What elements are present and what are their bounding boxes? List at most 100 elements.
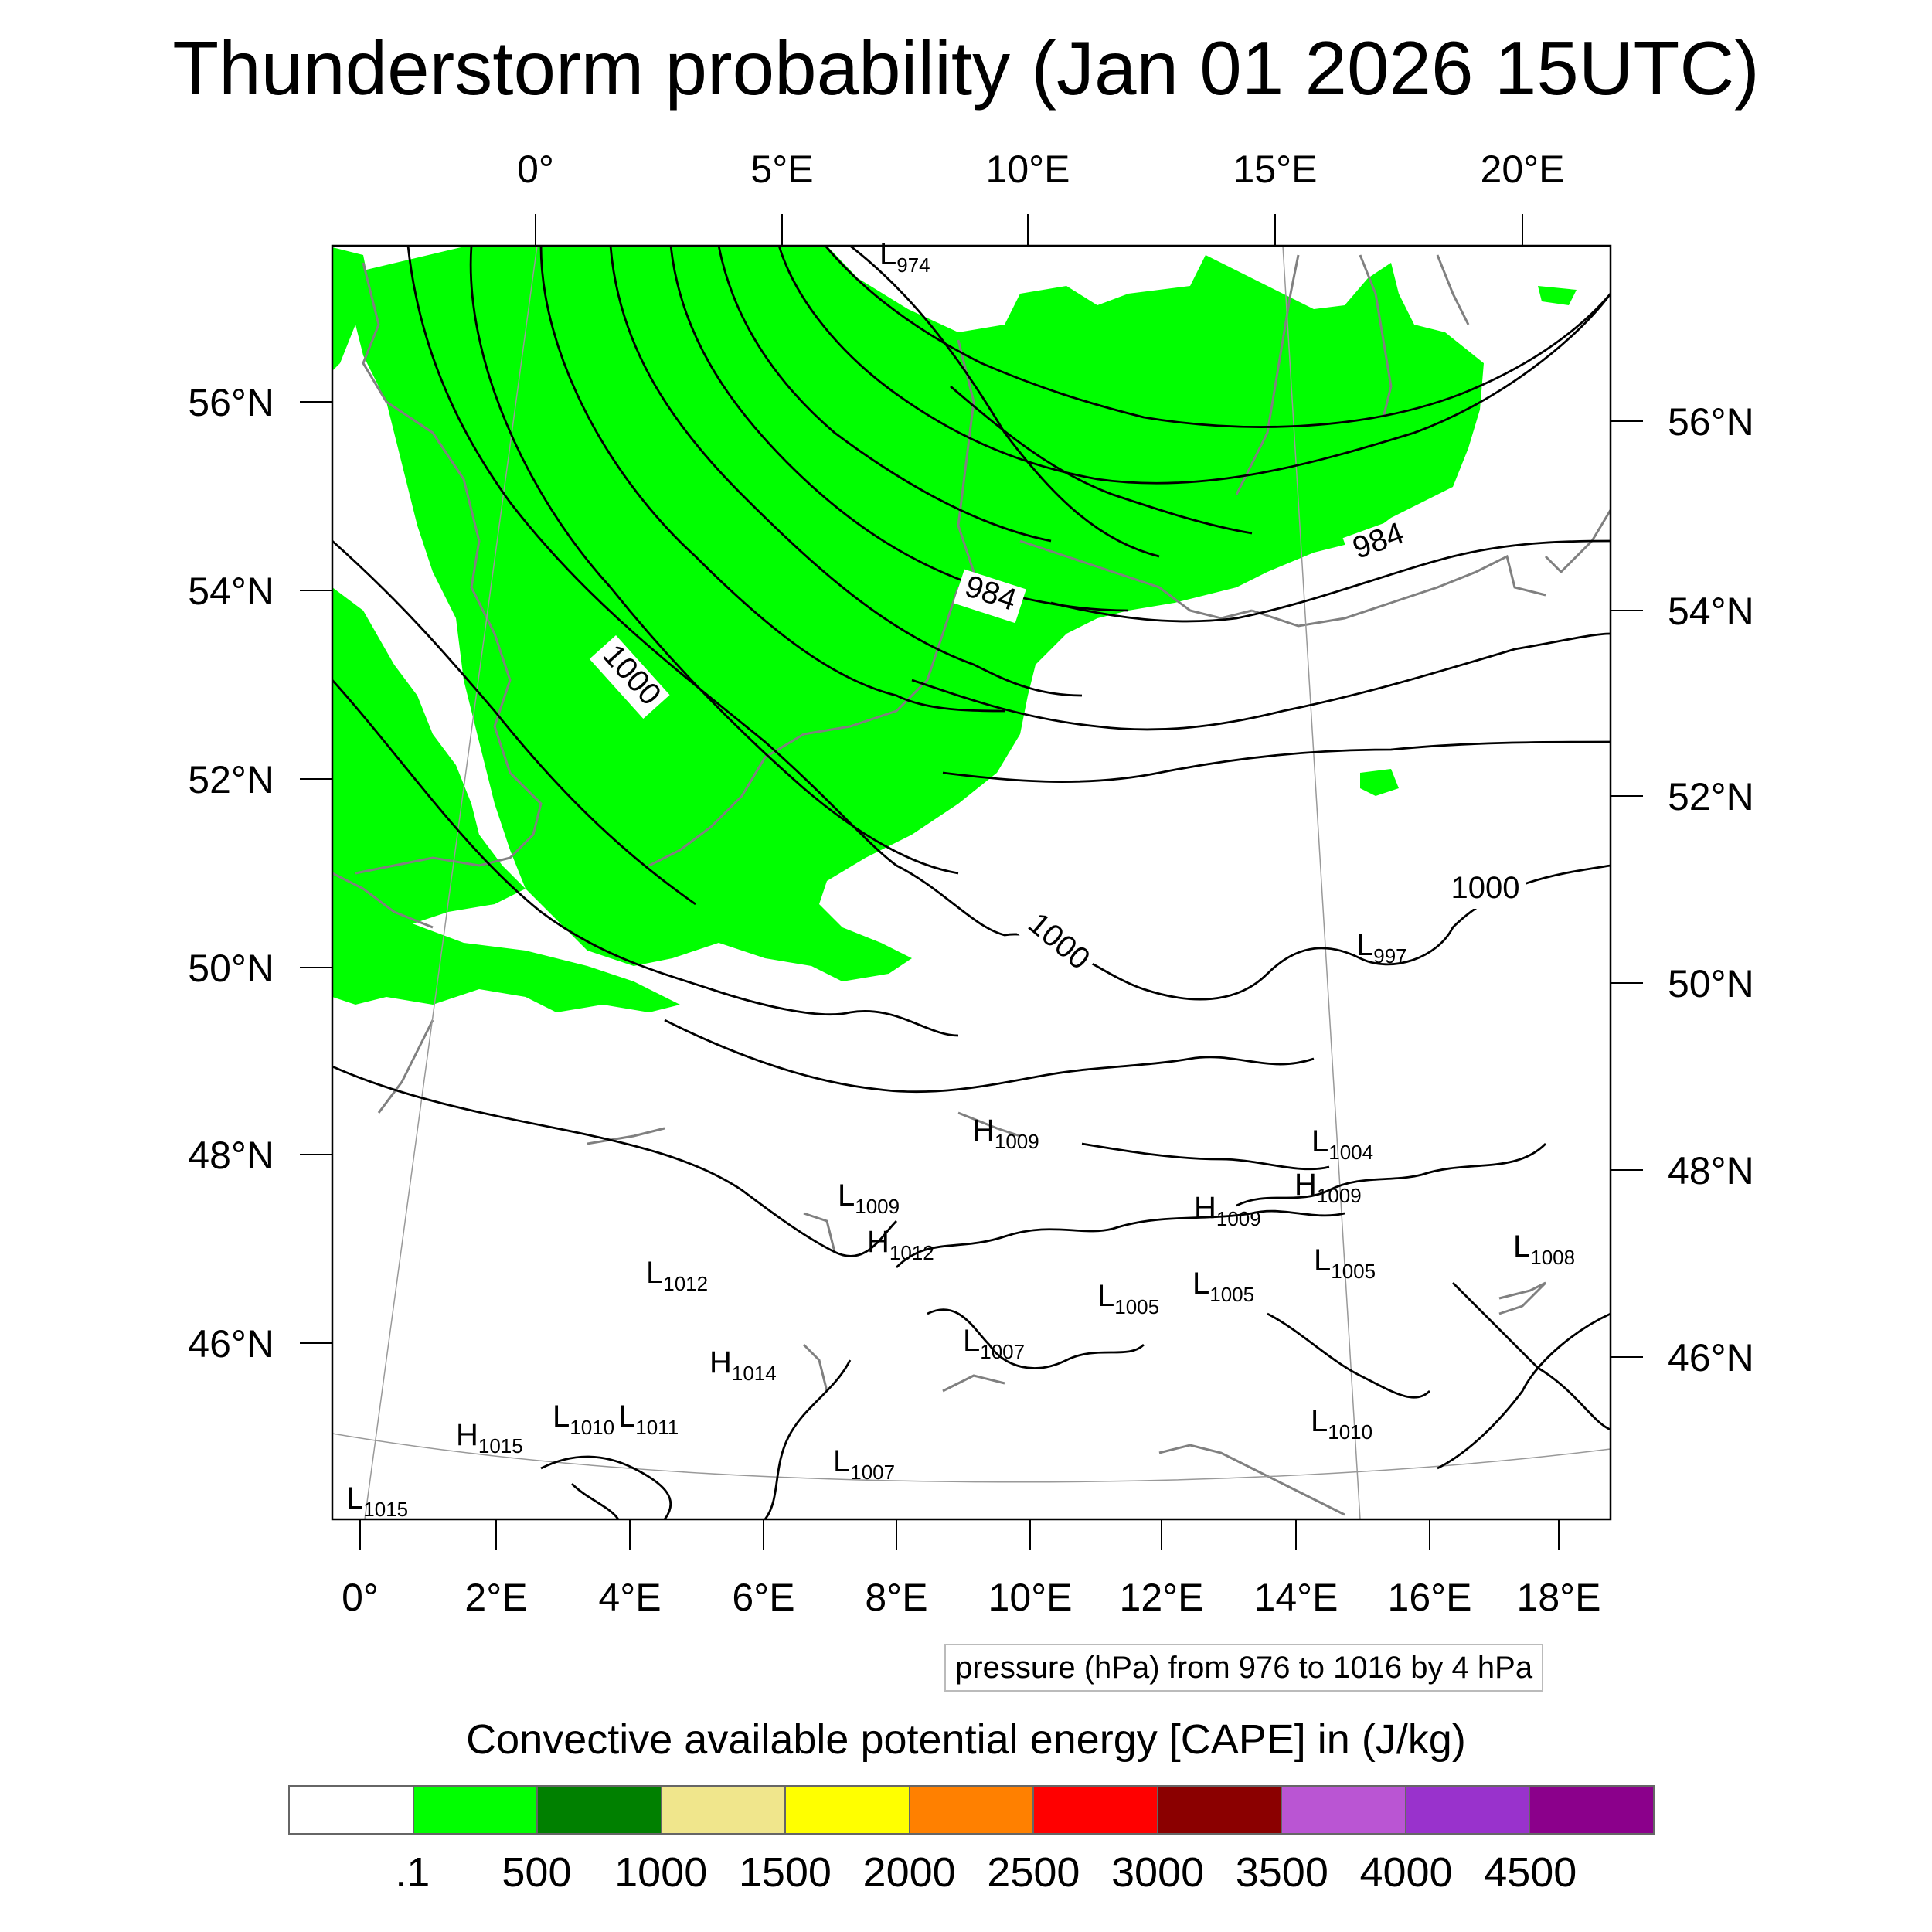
center-value: 1007	[980, 1340, 1025, 1363]
colorbar-label: .1	[395, 1849, 430, 1896]
center-letter: L	[553, 1400, 570, 1434]
colorbar-label: 3000	[1111, 1849, 1205, 1896]
cape-area-main	[352, 246, 1484, 981]
lon-label-top: 15°E	[1233, 148, 1318, 191]
cape-area-channel	[332, 912, 680, 1012]
center-letter: L	[1311, 1404, 1328, 1438]
center-letter: H	[709, 1345, 732, 1379]
pressure-center: L1005	[1314, 1243, 1376, 1283]
center-letter: L	[1356, 928, 1373, 962]
colorbar-box	[1529, 1787, 1654, 1833]
lon-label-top: 0°	[517, 148, 554, 191]
map-frame	[331, 244, 1612, 1521]
lat-labels-right: 56°N 54°N 52°N 50°N 48°N 46°N	[1668, 400, 1754, 1379]
pressure-note: pressure (hPa) from 976 to 1016 by 4 hPa	[944, 1644, 1544, 1692]
center-value: 1010	[1328, 1420, 1372, 1444]
center-value: 1011	[635, 1416, 679, 1439]
center-letter: H	[867, 1225, 889, 1259]
center-value: 997	[1373, 944, 1406, 968]
lat-label-right: 54°N	[1668, 590, 1754, 633]
lat-label-left: 56°N	[188, 381, 274, 424]
center-value: 1010	[570, 1416, 614, 1439]
lon-labels-top: 0° 5°E 10°E 15°E 20°E	[517, 148, 1564, 191]
center-value: 1008	[1530, 1246, 1575, 1269]
pressure-center: H1009	[1194, 1191, 1261, 1230]
colorbar-label: 4000	[1359, 1849, 1453, 1896]
cape-area-baltic-patch	[1538, 286, 1577, 305]
lat-label-left: 48°N	[188, 1134, 274, 1177]
lon-label-bottom: 10°E	[988, 1576, 1073, 1619]
cape-area-east-patch	[1360, 769, 1399, 796]
center-letter: L	[1192, 1267, 1209, 1301]
lat-label-left: 46°N	[188, 1322, 274, 1366]
lon-label-top: 5°E	[750, 148, 813, 191]
lon-label-bottom: 6°E	[732, 1576, 794, 1619]
center-letter: L	[646, 1256, 663, 1290]
coastlines	[332, 254, 1611, 1516]
lat-label-right: 46°N	[1668, 1336, 1754, 1379]
center-value: 1004	[1328, 1141, 1373, 1164]
colorbar-box	[1032, 1787, 1157, 1833]
lat-label-right: 56°N	[1668, 400, 1754, 444]
pressure-center: L1009	[838, 1179, 900, 1218]
lon-label-bottom: 2°E	[464, 1576, 527, 1619]
isobars	[332, 246, 1611, 1519]
lon-labels-bottom: 0° 2°E 4°E 6°E 8°E 10°E 12°E 14°E 16°E 1…	[342, 1576, 1600, 1619]
lon-label-bottom: 14°E	[1254, 1576, 1338, 1619]
center-value: 1005	[1114, 1295, 1159, 1318]
center-value: 1005	[1209, 1283, 1254, 1306]
pressure-center: H1012	[867, 1225, 934, 1264]
colorbar-label: 1000	[614, 1849, 708, 1896]
pressure-center: L1015	[346, 1481, 408, 1521]
center-value: 1012	[889, 1241, 934, 1264]
center-value: 1009	[995, 1130, 1039, 1153]
pressure-center: L1012	[646, 1256, 708, 1295]
lat-labels-left: 56°N 54°N 52°N 50°N 48°N 46°N	[188, 381, 274, 1366]
lon-label-bottom: 8°E	[865, 1576, 927, 1619]
lon-label-bottom: 0°	[342, 1576, 379, 1619]
colorbar-title: Convective available potential energy [C…	[466, 1716, 1466, 1763]
colorbar-box	[908, 1787, 1033, 1833]
center-letter: L	[879, 237, 896, 271]
center-value: 974	[896, 253, 930, 277]
pressure-center: L1010	[553, 1400, 614, 1439]
colorbar-box	[784, 1787, 909, 1833]
lat-label-right: 52°N	[1668, 775, 1754, 818]
lon-label-bottom: 16°E	[1388, 1576, 1472, 1619]
lat-label-left: 52°N	[188, 758, 274, 801]
pressure-center: L1004	[1311, 1124, 1373, 1164]
pressure-center: L1007	[963, 1324, 1025, 1363]
center-letter: L	[1314, 1243, 1331, 1277]
isobar-label: 1000	[1451, 871, 1520, 905]
pressure-center: H1014	[709, 1345, 777, 1385]
pressure-center: H1015	[456, 1418, 523, 1458]
pressure-center: H1009	[1294, 1168, 1362, 1207]
lat-label-right: 48°N	[1668, 1149, 1754, 1192]
graticule	[332, 246, 1611, 1519]
center-letter: H	[1294, 1168, 1317, 1202]
center-letter: L	[1097, 1279, 1114, 1313]
colorbar-box	[1281, 1787, 1405, 1833]
colorbar-box	[536, 1787, 661, 1833]
colorbar-label: 1500	[738, 1849, 832, 1896]
colorbar-box	[1404, 1787, 1529, 1833]
pressure-center: H1009	[972, 1114, 1039, 1153]
pressure-center: L974	[879, 237, 930, 277]
center-value: 1007	[850, 1461, 895, 1484]
pressure-centers: L974 L997 L1004 H1009 H1009 L1009 H1012 …	[346, 237, 1575, 1521]
center-letter: H	[1194, 1191, 1216, 1225]
pressure-center: L1007	[833, 1444, 895, 1484]
pressure-center: L997	[1356, 928, 1407, 968]
lon-label-bottom: 12°E	[1120, 1576, 1204, 1619]
center-value: 1015	[363, 1498, 408, 1521]
center-letter: L	[618, 1400, 635, 1434]
center-letter: L	[838, 1179, 855, 1213]
center-letter: H	[456, 1418, 478, 1452]
colorbar-box	[1156, 1787, 1281, 1833]
colorbar-box	[290, 1787, 413, 1833]
colorbar-label: 500	[502, 1849, 572, 1896]
pressure-center: L1008	[1513, 1230, 1575, 1269]
center-letter: L	[1513, 1230, 1530, 1264]
center-letter: L	[1311, 1124, 1328, 1158]
